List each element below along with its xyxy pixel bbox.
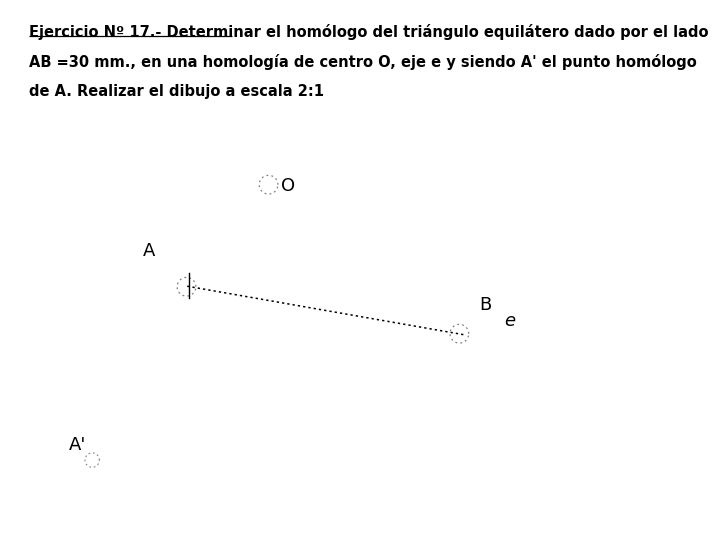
Text: de A. Realizar el dibujo a escala 2:1: de A. Realizar el dibujo a escala 2:1 <box>29 84 324 99</box>
Text: B: B <box>479 296 491 314</box>
Text: A': A' <box>68 436 86 455</box>
Text: Ejercicio Nº 17.- Determinar el homólogo del triángulo equilátero dado por el la: Ejercicio Nº 17.- Determinar el homólogo… <box>29 24 708 40</box>
Text: A: A <box>143 242 155 260</box>
Text: e: e <box>504 312 515 330</box>
Text: AB =30 mm., en una homología de centro O, eje e y siendo A' el punto homólogo: AB =30 mm., en una homología de centro O… <box>29 54 696 70</box>
Text: O: O <box>281 177 295 195</box>
